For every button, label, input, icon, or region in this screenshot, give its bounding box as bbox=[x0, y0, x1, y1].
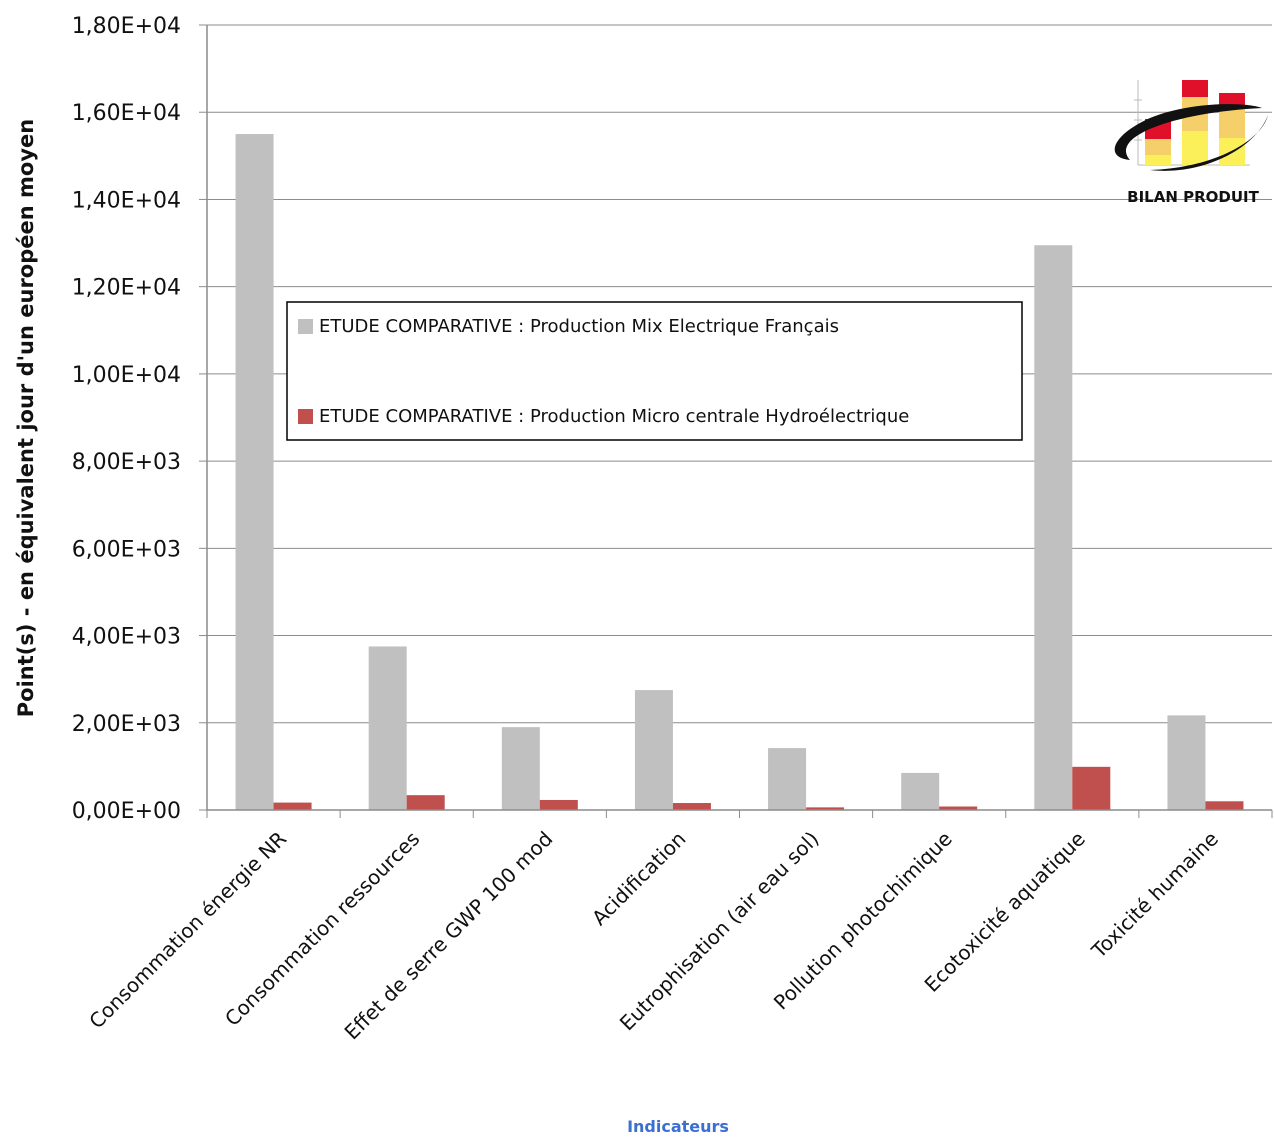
bilan-produit-logo: BILAN PRODUIT bbox=[1114, 80, 1268, 206]
legend-swatch-series-2 bbox=[298, 409, 313, 424]
bar-series-2 bbox=[939, 806, 978, 810]
stacked-bar-chart-logo-icon bbox=[1114, 80, 1268, 171]
x-category-label: Acidification bbox=[587, 827, 690, 930]
logo-text: BILAN PRODUIT bbox=[1127, 188, 1259, 206]
bar-series-1 bbox=[1034, 245, 1073, 811]
bar-series-2 bbox=[406, 795, 445, 810]
x-axis-label: Indicateurs bbox=[627, 1117, 729, 1136]
y-tick-label: 4,00E+03 bbox=[72, 625, 181, 650]
y-tick-label: 1,00E+04 bbox=[72, 363, 181, 388]
y-tick-label: 2,00E+03 bbox=[72, 712, 181, 737]
bar-series-1 bbox=[634, 690, 673, 810]
bar-series-2 bbox=[672, 803, 711, 810]
y-tick-label: 1,60E+04 bbox=[72, 101, 181, 126]
bar-series-2 bbox=[273, 802, 312, 810]
legend-label-series-1: ETUDE COMPARATIVE : Production Mix Elect… bbox=[319, 316, 839, 337]
bar-series-1 bbox=[501, 727, 540, 810]
bar-series-1 bbox=[235, 134, 274, 810]
x-category-label: Toxicité humaine bbox=[1086, 827, 1223, 964]
bar-series-1 bbox=[368, 646, 407, 810]
bar-series-2 bbox=[539, 799, 578, 810]
y-tick-label: 8,00E+03 bbox=[72, 450, 181, 475]
y-axis-label: Point(s) - en équivalent jour d'un europ… bbox=[14, 119, 38, 717]
y-tick-labels: 0,00E+00 2,00E+03 4,00E+03 6,00E+03 8,00E+03… bbox=[72, 14, 181, 824]
legend-swatch-series-1 bbox=[298, 319, 313, 334]
axes bbox=[199, 24, 1273, 818]
y-tick-label: 1,40E+04 bbox=[72, 188, 181, 213]
bar-series-2 bbox=[1205, 801, 1244, 810]
y-tick-label: 1,20E+04 bbox=[72, 276, 181, 301]
bar-series-2 bbox=[806, 807, 845, 810]
legend-label-series-2: ETUDE COMPARATIVE : Production Micro cen… bbox=[319, 406, 909, 427]
legend: ETUDE COMPARATIVE : Production Mix Elect… bbox=[286, 301, 1023, 441]
y-tick-label: 6,00E+03 bbox=[72, 537, 181, 562]
x-category-label: Effet de serre GWP 100 mod bbox=[340, 827, 558, 1045]
bars bbox=[235, 134, 1244, 811]
bar-series-1 bbox=[768, 748, 807, 810]
bar-series-2 bbox=[1072, 766, 1111, 810]
legend-box bbox=[286, 301, 1023, 441]
y-tick-label: 1,80E+04 bbox=[72, 14, 181, 39]
bar-series-1 bbox=[901, 772, 940, 810]
y-tick-label: 0,00E+00 bbox=[72, 799, 181, 824]
bar-series-1 bbox=[1167, 715, 1206, 810]
